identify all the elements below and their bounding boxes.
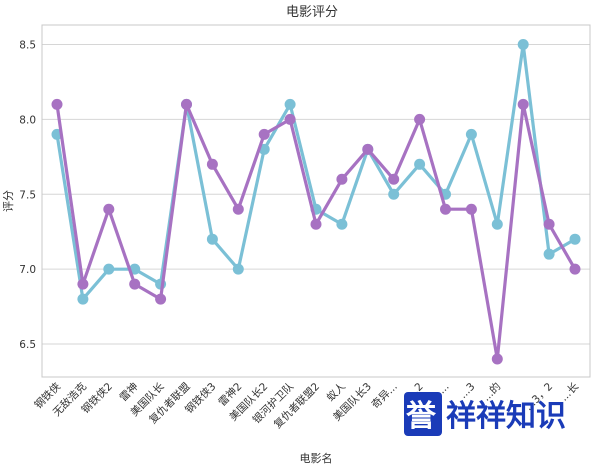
series-2: [51, 98, 581, 365]
grid: [42, 43, 590, 345]
y-tick-label: 6.5: [19, 339, 36, 351]
y-tick-label: 7.0: [19, 264, 36, 276]
watermark-text: 誉: [406, 399, 437, 434]
data-point: [336, 173, 348, 185]
y-axis-label: 评分: [2, 190, 15, 212]
data-point: [388, 173, 400, 185]
data-point: [517, 98, 529, 110]
watermark-text-rest: 祥祥知识: [446, 399, 566, 434]
data-point: [543, 248, 555, 260]
data-point: [414, 158, 426, 170]
data-point: [465, 203, 477, 215]
data-point: [491, 218, 503, 230]
plot-frame: [41, 24, 591, 378]
data-point: [284, 98, 296, 110]
data-point: [103, 203, 115, 215]
data-point: [491, 353, 503, 365]
data-point: [362, 143, 374, 155]
x-tick-label: 奇异...: [369, 380, 400, 411]
data-point: [232, 203, 244, 215]
series-line: [55, 102, 577, 361]
data-point: [388, 188, 400, 200]
x-axis-label: 电影名: [300, 451, 333, 465]
data-point: [77, 293, 89, 305]
data-point: [77, 278, 89, 290]
data-point: [155, 293, 167, 305]
data-point: [440, 203, 451, 215]
data-point: [517, 38, 529, 50]
series-1: [51, 38, 581, 305]
data-point: [181, 98, 192, 110]
data-point: [206, 233, 218, 245]
y-tick-label: 8.0: [19, 114, 36, 126]
data-point: [414, 113, 426, 125]
data-point: [569, 263, 581, 275]
y-tick-label: 8.5: [19, 39, 36, 51]
y-tick-label: 7.5: [19, 189, 36, 201]
watermark-logo: 誉 祥祥知识: [404, 392, 566, 436]
series-line: [55, 42, 577, 301]
data-point: [103, 263, 115, 275]
data-point: [258, 128, 270, 140]
data-point: [310, 218, 322, 230]
data-point: [569, 233, 581, 245]
data-point: [336, 218, 348, 230]
series-layer: [51, 38, 581, 365]
data-point: [465, 128, 477, 140]
data-point: [129, 278, 141, 290]
y-axis-ticks: 6.5 7.0 7.5 8.0 8.5: [19, 39, 36, 351]
chart-title: 电影评分: [286, 5, 338, 20]
data-point: [206, 158, 218, 170]
data-point: [232, 263, 244, 275]
data-point: [284, 113, 296, 125]
data-point: [51, 98, 63, 110]
watermark-badge: [404, 392, 442, 436]
data-point: [543, 218, 555, 230]
